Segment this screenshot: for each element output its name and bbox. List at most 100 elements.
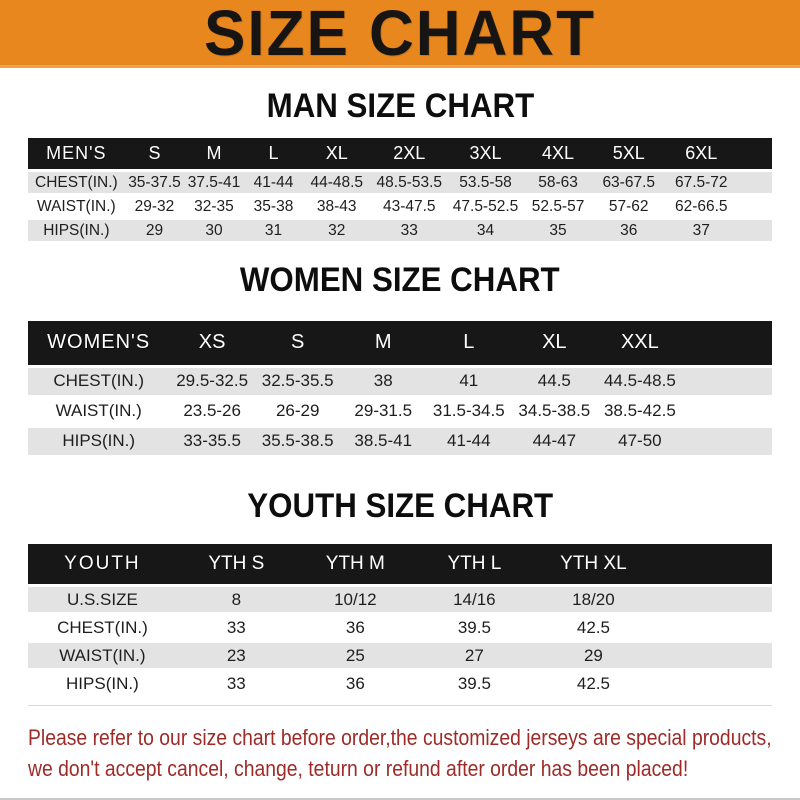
size-cell: 35-38 <box>243 196 304 218</box>
size-cell: 67.5-72 <box>664 172 739 194</box>
size-cell: 36 <box>593 220 665 242</box>
filler-cell <box>682 397 772 425</box>
size-cell: 37.5-41 <box>184 172 244 194</box>
women-col-header: XXL <box>597 320 683 365</box>
size-cell: 44.5 <box>511 367 598 395</box>
row-label: U.S.SIZE <box>28 587 177 613</box>
size-cell: 41-44 <box>426 427 512 455</box>
women-col-header: L <box>426 320 512 365</box>
size-cell: 25 <box>295 643 415 669</box>
size-cell: 33 <box>176 615 296 641</box>
men-header-filler <box>738 138 772 170</box>
youth-col-header: YTH M <box>295 544 415 585</box>
youth-chest-row: CHEST(IN.) 33 36 39.5 42.5 <box>28 615 772 641</box>
men-col-header: 3XL <box>448 138 523 170</box>
size-cell: 38.5-41 <box>340 427 427 455</box>
filler-cell <box>682 427 772 455</box>
youth-size-table: YOUTH YTH S YTH M YTH L YTH XL U.S.SIZE … <box>28 541 772 699</box>
row-label: WAIST(IN.) <box>28 643 177 669</box>
men-col-header: M <box>184 138 244 170</box>
size-cell: 34.5-38.5 <box>511 397 598 425</box>
size-cell: 23.5-26 <box>169 397 255 425</box>
size-cell: 29 <box>533 643 653 669</box>
size-cell: 31 <box>243 220 304 242</box>
size-cell: 38.5-42.5 <box>597 397 683 425</box>
youth-col-header: YTH S <box>176 544 296 585</box>
men-corner-label: MEN'S <box>28 138 125 170</box>
row-label: WAIST(IN.) <box>28 397 170 425</box>
size-cell: 57-62 <box>593 196 665 218</box>
size-cell: 41-44 <box>243 172 304 194</box>
size-cell: 18/20 <box>533 587 653 613</box>
banner-title: SIZE CHART <box>204 0 596 69</box>
size-cell: 36 <box>295 615 415 641</box>
size-cell: 32 <box>303 220 371 242</box>
women-col-header: S <box>254 320 341 365</box>
size-cell: 26-29 <box>254 397 341 425</box>
divider-line <box>28 705 772 707</box>
row-label: CHEST(IN.) <box>28 367 170 395</box>
size-cell: 30 <box>184 220 244 242</box>
men-col-header: S <box>124 138 185 170</box>
women-chest-row: CHEST(IN.) 29.5-32.5 32.5-35.5 38 41 44.… <box>28 367 772 395</box>
size-cell: 32.5-35.5 <box>254 367 341 395</box>
size-cell: 8 <box>176 587 296 613</box>
size-cell: 35-37.5 <box>124 172 185 194</box>
size-cell: 48.5-53.5 <box>370 172 449 194</box>
size-cell: 37 <box>664 220 739 242</box>
men-col-header: 6XL <box>664 138 739 170</box>
women-header-row: WOMEN'S XS S M L XL XXL <box>28 320 772 365</box>
size-cell: 47.5-52.5 <box>448 196 523 218</box>
men-hips-row: HIPS(IN.) 29 30 31 32 33 34 35 36 37 <box>28 220 772 242</box>
women-col-header: XS <box>169 320 255 365</box>
women-size-table: WOMEN'S XS S M L XL XXL CHEST(IN.) 29.5-… <box>28 318 772 458</box>
row-label: HIPS(IN.) <box>28 220 125 242</box>
size-cell: 39.5 <box>414 671 534 697</box>
row-label: CHEST(IN.) <box>28 172 125 194</box>
youth-col-header: YTH XL <box>533 544 653 585</box>
size-cell: 44-48.5 <box>303 172 371 194</box>
size-cell: 29-31.5 <box>340 397 427 425</box>
men-col-header: L <box>243 138 304 170</box>
size-cell: 63-67.5 <box>593 172 665 194</box>
youth-ussize-row: U.S.SIZE 8 10/12 14/16 18/20 <box>28 587 772 613</box>
row-label: HIPS(IN.) <box>28 427 170 455</box>
size-cell: 43-47.5 <box>370 196 449 218</box>
youth-header-filler <box>652 544 772 585</box>
size-cell: 27 <box>414 643 534 669</box>
size-cell: 35 <box>522 220 594 242</box>
women-corner-label: WOMEN'S <box>28 320 170 365</box>
women-col-header: M <box>340 320 427 365</box>
size-cell: 29 <box>124 220 185 242</box>
size-cell: 33-35.5 <box>169 427 255 455</box>
youth-header-row: YOUTH YTH S YTH M YTH L YTH XL <box>28 544 772 585</box>
footer-line-2: we don't accept cancel, change, teturn o… <box>28 756 689 782</box>
row-label: WAIST(IN.) <box>28 196 125 218</box>
filler-cell <box>652 615 772 641</box>
filler-cell <box>652 643 772 669</box>
men-col-header: 4XL <box>522 138 594 170</box>
youth-waist-row: WAIST(IN.) 23 25 27 29 <box>28 643 772 669</box>
row-label: HIPS(IN.) <box>28 671 177 697</box>
size-cell: 42.5 <box>533 615 653 641</box>
size-cell: 34 <box>448 220 523 242</box>
men-col-header: XL <box>303 138 371 170</box>
filler-cell <box>738 220 772 242</box>
size-cell: 35.5-38.5 <box>254 427 341 455</box>
men-col-header: 2XL <box>370 138 449 170</box>
size-cell: 36 <box>295 671 415 697</box>
men-size-table: MEN'S S M L XL 2XL 3XL 4XL 5XL 6XL CHEST… <box>28 135 772 244</box>
size-cell: 31.5-34.5 <box>426 397 512 425</box>
filler-cell <box>682 367 772 395</box>
size-cell: 42.5 <box>533 671 653 697</box>
women-section-heading: WOMEN SIZE CHART <box>240 261 560 300</box>
filler-cell <box>652 587 772 613</box>
size-cell: 44-47 <box>511 427 598 455</box>
youth-col-header: YTH L <box>414 544 534 585</box>
footer-note: Please refer to our size chart before or… <box>28 722 772 784</box>
filler-cell <box>738 196 772 218</box>
men-header-row: MEN'S S M L XL 2XL 3XL 4XL 5XL 6XL <box>28 138 772 170</box>
size-cell: 44.5-48.5 <box>597 367 683 395</box>
men-col-header: 5XL <box>593 138 665 170</box>
youth-hips-row: HIPS(IN.) 33 36 39.5 42.5 <box>28 671 772 697</box>
